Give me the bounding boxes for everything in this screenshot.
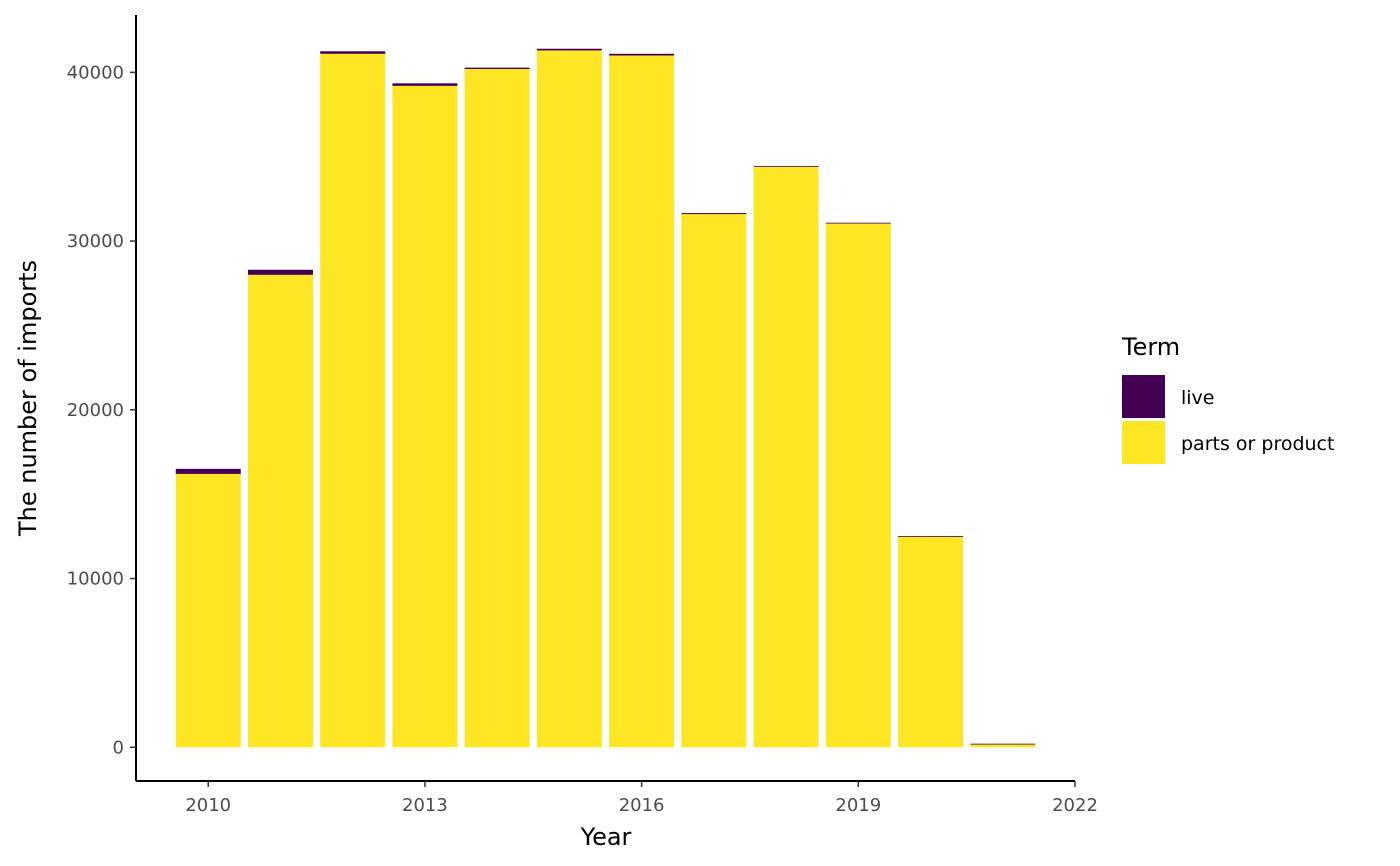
y-tick-label-10000: 10000 [67,569,124,590]
bar-live-2016 [609,53,675,56]
legend-title: Term [1121,333,1180,361]
bar-live-2014 [464,67,530,69]
bar-parts-or-product-2013 [392,85,458,748]
bar-parts-or-product-2019 [825,223,891,748]
y-tick-label-20000: 20000 [67,400,124,421]
legend-label-live: live [1181,387,1215,409]
y-tick-label-30000: 30000 [67,231,124,252]
x-tick-label-2013: 2013 [402,795,448,816]
bar-live-2020 [898,536,964,537]
bar-live-2011 [247,269,313,275]
bar-live-2019 [825,222,891,224]
x-tick-label-2016: 2016 [619,795,665,816]
y-axis-title: The number of imports [14,260,42,537]
x-axis-title: Year [580,823,632,851]
y-tick-label-40000: 40000 [67,62,124,83]
bar-parts-or-product-2018 [753,166,819,748]
legend-key-parts-or-product [1122,421,1165,464]
bar-live-2010 [175,468,241,474]
y-tick-label-0: 0 [113,737,124,758]
bar-parts-or-product-2015 [536,50,602,748]
bar-live-2021 [970,743,1036,745]
bar-parts-or-product-2010 [175,473,241,748]
bar-parts-or-product-2020 [898,536,964,748]
bar-parts-or-product-2016 [609,55,675,748]
legend-label-parts-or-product: parts or product [1181,433,1334,455]
bar-live-2017 [681,213,747,215]
bar-live-2018 [753,166,819,167]
x-tick-label-2022: 2022 [1052,795,1098,816]
legend: Term live parts or product [1121,333,1334,464]
bar-live-2015 [536,48,602,51]
bars [175,48,1036,748]
axes: 0 10000 20000 30000 40000 2010 2013 2016 2019 202… [67,15,1098,816]
bar-live-2013 [392,83,458,86]
bar-live-2012 [320,51,386,54]
legend-key-live [1122,375,1165,418]
x-tick-label-2010: 2010 [185,795,231,816]
bar-parts-or-product-2021 [970,743,1036,748]
bar-parts-or-product-2012 [320,53,386,748]
bar-parts-or-product-2014 [464,68,530,748]
x-tick-label-2019: 2019 [835,795,881,816]
bar-parts-or-product-2017 [681,214,747,748]
bar-parts-or-product-2011 [247,274,313,748]
